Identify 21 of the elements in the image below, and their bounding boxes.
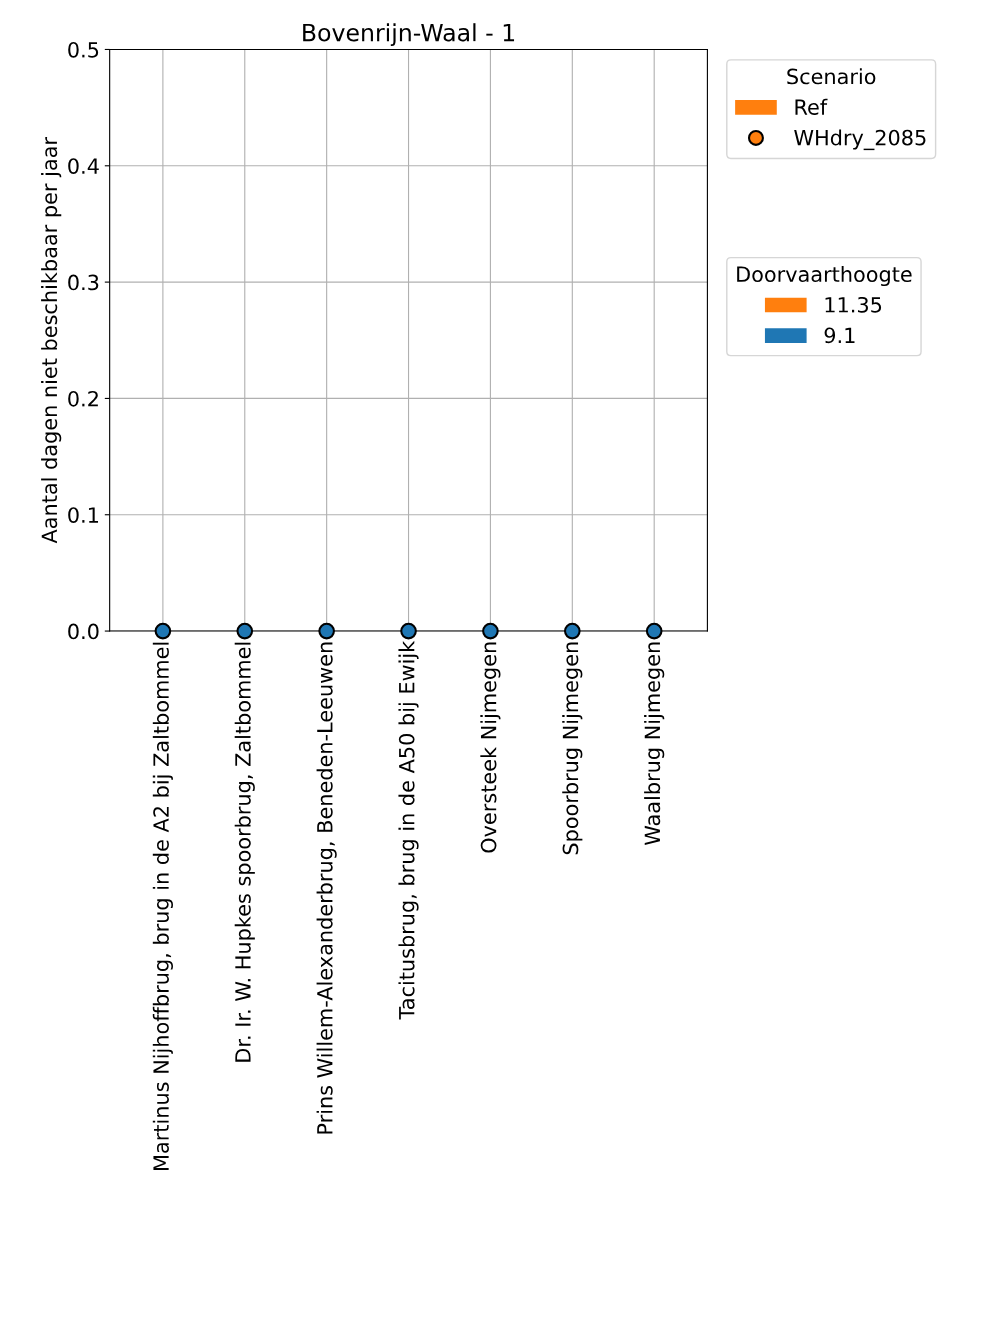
y-tick-label: 0.0 [68,623,99,640]
x-tick-label: Dr. Ir. W. Hupkes spoorbrug, Zaltbommel [234,642,255,1062]
chart-title: Bovenrijn-Waal - 1 [303,23,515,47]
x-tick-label: Prins Willem-Alexanderbrug, Beneden-Leeuwen [316,642,337,1134]
text: Scenario [787,68,876,85]
y-axis-title: Aantal dagen niet beschikbaar per jaar [41,137,62,544]
y-tick-label: 0.4 [68,158,99,174]
y-tick-label: 0.1 [68,507,99,523]
y-tick-label: 0.5 [68,41,99,58]
text: Doorvaarthoogte [737,265,912,287]
x-tick-label: Tacitusbrug, brug in de A50 bij Ewijk [398,640,419,1020]
y-tick-label: 0.3 [68,274,99,291]
legend-label: Ref [795,98,828,115]
y-tick-label: 0.2 [68,390,98,407]
text: WHdry_2085 [794,129,926,151]
legend-label: 11.35 [825,296,882,313]
x-tick-label: Oversteek Nijmegen [480,642,501,853]
x-tick-label: Martinus Nijhoffbrug, brug in de A2 bij Zaltbommel [152,642,173,1170]
legend-label: 9.1 [824,327,855,344]
x-tick-label: Spoorbrug Nijmegen [562,642,583,855]
x-tick-label: Waalbrug Nijmegen [644,642,665,846]
